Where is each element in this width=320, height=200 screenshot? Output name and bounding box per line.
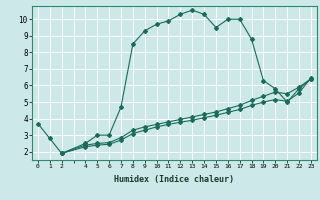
X-axis label: Humidex (Indice chaleur): Humidex (Indice chaleur) [115, 175, 234, 184]
